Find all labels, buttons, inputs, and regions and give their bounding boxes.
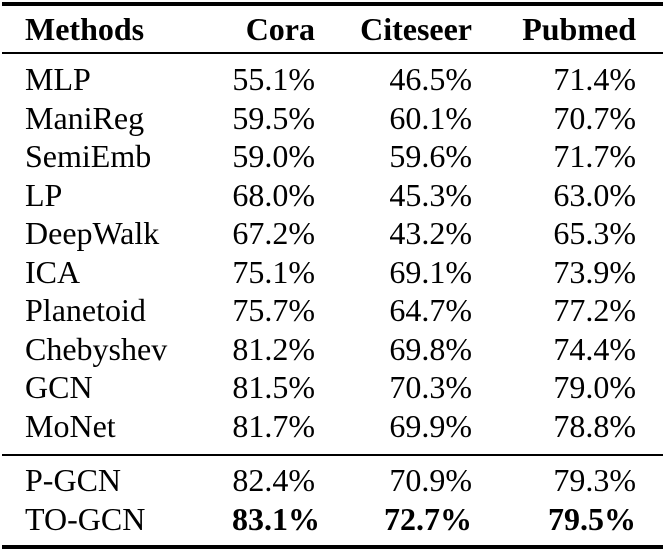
method-name: P-GCN xyxy=(2,454,232,500)
method-name: GCN xyxy=(25,369,93,405)
method-name: MoNet xyxy=(25,407,116,444)
cora-value: 67.2% xyxy=(232,215,315,251)
cora-value: 68.0% xyxy=(232,176,315,213)
table-row: GCN 81.5% 70.3% 79.0% xyxy=(2,368,663,407)
cora-value: 82.4% xyxy=(232,454,315,500)
citeseer-value: 59.6% xyxy=(389,138,472,174)
table-row: Chebyshev 81.2% 69.8% 74.4% xyxy=(2,330,663,369)
pubmed-value: 74.4% xyxy=(553,330,636,367)
pubmed-value: 65.3% xyxy=(553,215,636,251)
baseline-methods-group: MLP 55.1% 46.5% 71.4% ManiReg 59.5% 60.1… xyxy=(2,53,663,455)
header-row: Methods Cora Citeseer Pubmed xyxy=(2,4,663,54)
cora-value-best: 83.1% xyxy=(232,500,320,537)
method-name: Chebyshev xyxy=(25,330,168,367)
column-header-pubmed: Pubmed xyxy=(472,4,663,54)
table-row: SemiEmb 59.0% 59.6% 71.7% xyxy=(2,137,663,176)
pubmed-value: 63.0% xyxy=(553,176,636,213)
method-name: TO-GCN xyxy=(25,500,146,537)
citeseer-value-best: 72.7% xyxy=(384,500,472,537)
cora-value: 59.0% xyxy=(232,138,315,174)
cora-value: 81.5% xyxy=(232,369,315,405)
pubmed-value: 73.9% xyxy=(553,253,636,290)
table-row: Planetoid 75.7% 64.7% 77.2% xyxy=(2,291,663,330)
table-row: DeepWalk 67.2% 43.2% 65.3% xyxy=(2,214,663,253)
citeseer-value: 43.2% xyxy=(389,215,472,251)
pubmed-value: 70.7% xyxy=(553,99,636,136)
citeseer-value: 69.1% xyxy=(389,253,472,290)
cora-value: 81.7% xyxy=(232,407,315,444)
method-name: ManiReg xyxy=(25,99,145,136)
column-header-cora: Cora xyxy=(232,4,315,54)
table-header: Methods Cora Citeseer Pubmed xyxy=(2,4,663,54)
method-name: MLP xyxy=(25,61,91,97)
pubmed-value: 79.3% xyxy=(472,454,663,500)
column-header-citeseer: Citeseer xyxy=(315,4,472,54)
citeseer-value: 60.1% xyxy=(389,99,472,136)
citeseer-value: 45.3% xyxy=(389,176,472,213)
column-header-methods: Methods xyxy=(2,4,232,54)
cora-value: 75.7% xyxy=(232,292,315,328)
method-name: SemiEmb xyxy=(25,138,152,174)
cora-value: 81.2% xyxy=(232,330,315,367)
pubmed-value-best: 79.5% xyxy=(548,500,636,537)
table-row: MoNet 81.7% 69.9% 78.8% xyxy=(2,407,663,456)
method-name: Planetoid xyxy=(25,292,146,328)
method-name: LP xyxy=(25,176,63,213)
cora-value: 55.1% xyxy=(232,61,315,97)
table-row-best: TO-GCN 83.1% 72.7% 79.5% xyxy=(2,500,663,548)
table-row: P-GCN 82.4% 70.9% 79.3% xyxy=(2,454,663,500)
pubmed-value: 79.0% xyxy=(553,369,636,405)
citeseer-value: 69.9% xyxy=(389,407,472,444)
method-name: ICA xyxy=(25,253,81,290)
citeseer-value: 70.9% xyxy=(315,454,472,500)
citeseer-value: 70.3% xyxy=(389,369,472,405)
proposed-methods-group: P-GCN 82.4% 70.9% 79.3% TO-GCN 83.1% 72.… xyxy=(2,454,663,548)
table-row: MLP 55.1% 46.5% 71.4% xyxy=(2,53,663,99)
pubmed-value: 71.4% xyxy=(553,61,636,97)
citeseer-value: 46.5% xyxy=(389,61,472,97)
method-name: DeepWalk xyxy=(25,215,160,251)
pubmed-value: 71.7% xyxy=(553,138,636,174)
table-row: ICA 75.1% 69.1% 73.9% xyxy=(2,253,663,292)
citeseer-value: 69.8% xyxy=(389,330,472,367)
table-row: LP 68.0% 45.3% 63.0% xyxy=(2,176,663,215)
cora-value: 59.5% xyxy=(232,99,315,136)
cora-value: 75.1% xyxy=(232,253,315,290)
table-row: ManiReg 59.5% 60.1% 70.7% xyxy=(2,99,663,138)
pubmed-value: 78.8% xyxy=(553,407,636,444)
pubmed-value: 77.2% xyxy=(553,292,636,328)
citeseer-value: 64.7% xyxy=(389,292,472,328)
